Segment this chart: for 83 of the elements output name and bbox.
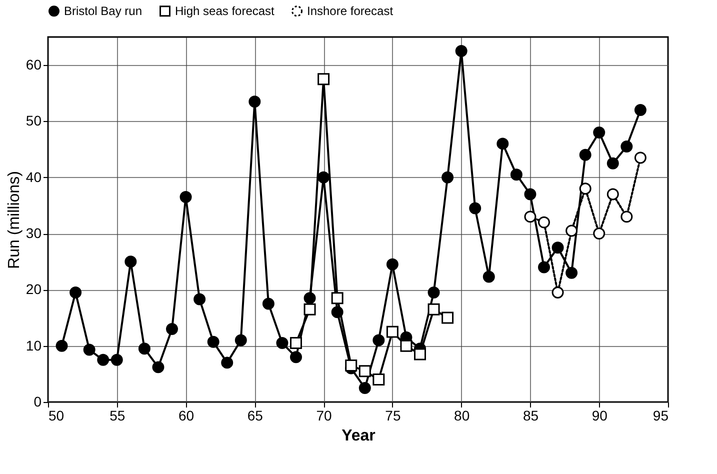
x-tick-label: 60	[178, 408, 194, 424]
point	[634, 152, 646, 164]
y-tick-label: 40	[26, 168, 42, 185]
point	[496, 138, 509, 150]
point	[70, 286, 82, 298]
point	[524, 188, 536, 200]
point	[400, 340, 412, 352]
point	[290, 337, 302, 350]
y-tick-label: 30	[26, 225, 42, 242]
point	[482, 270, 495, 283]
y-axis-title: Run (millions)	[6, 171, 23, 269]
point	[110, 354, 123, 366]
point	[124, 256, 137, 268]
point	[579, 148, 592, 161]
point	[634, 104, 646, 116]
y-tick-label: 60	[26, 56, 42, 73]
y-tick-label: 0	[34, 394, 42, 410]
x-tick-label: 70	[316, 408, 332, 424]
point	[469, 202, 482, 214]
point	[358, 382, 371, 394]
point	[620, 140, 633, 152]
point	[304, 303, 316, 316]
point	[138, 342, 150, 355]
point	[606, 157, 619, 170]
x-tick-label: 55	[110, 408, 126, 424]
point	[97, 354, 110, 366]
x-tick-label: 95	[652, 408, 669, 424]
x-tick-label: 75	[385, 408, 401, 424]
point	[234, 334, 247, 346]
point	[318, 171, 330, 184]
point	[318, 73, 330, 86]
point	[194, 293, 206, 306]
point	[428, 303, 440, 316]
point	[620, 210, 633, 223]
point	[566, 266, 578, 279]
point	[166, 323, 178, 335]
point	[538, 216, 550, 228]
legend-label: High seas forecast	[175, 4, 276, 18]
legend-label: Inshore forecast	[307, 4, 394, 18]
point	[207, 336, 220, 348]
point	[552, 242, 564, 254]
point	[276, 337, 288, 350]
point	[386, 258, 398, 270]
point	[304, 292, 316, 304]
point	[593, 126, 606, 138]
point	[83, 344, 96, 356]
point	[331, 292, 344, 304]
point	[606, 188, 619, 200]
point	[455, 45, 468, 58]
x-tick-label: 65	[247, 408, 264, 424]
point	[579, 182, 592, 195]
point	[552, 286, 564, 298]
legend-label: Bristol Bay run	[64, 4, 142, 18]
x-tick-label: 80	[454, 408, 470, 424]
point	[428, 286, 440, 298]
point	[442, 312, 454, 324]
point	[510, 168, 522, 181]
point	[221, 356, 234, 369]
point	[538, 261, 550, 274]
point	[248, 96, 261, 108]
y-tick-label: 10	[26, 337, 42, 354]
x-tick-label: 50	[48, 408, 64, 424]
point	[386, 326, 398, 338]
y-tick-label: 20	[26, 281, 42, 298]
point	[566, 224, 578, 237]
x-tick-label: 90	[592, 408, 608, 424]
point	[262, 298, 274, 310]
point	[56, 340, 68, 352]
point	[372, 334, 385, 346]
point	[442, 171, 454, 184]
point	[593, 228, 606, 240]
point	[414, 348, 426, 360]
x-axis-title: Year	[342, 428, 376, 444]
point	[152, 361, 164, 374]
point	[372, 374, 385, 386]
x-tick-label: 85	[522, 408, 539, 424]
point	[358, 365, 371, 378]
point	[331, 306, 344, 318]
point	[180, 191, 192, 204]
y-tick-label: 50	[26, 112, 42, 129]
point	[524, 210, 536, 223]
point	[290, 351, 302, 364]
point	[345, 360, 358, 372]
